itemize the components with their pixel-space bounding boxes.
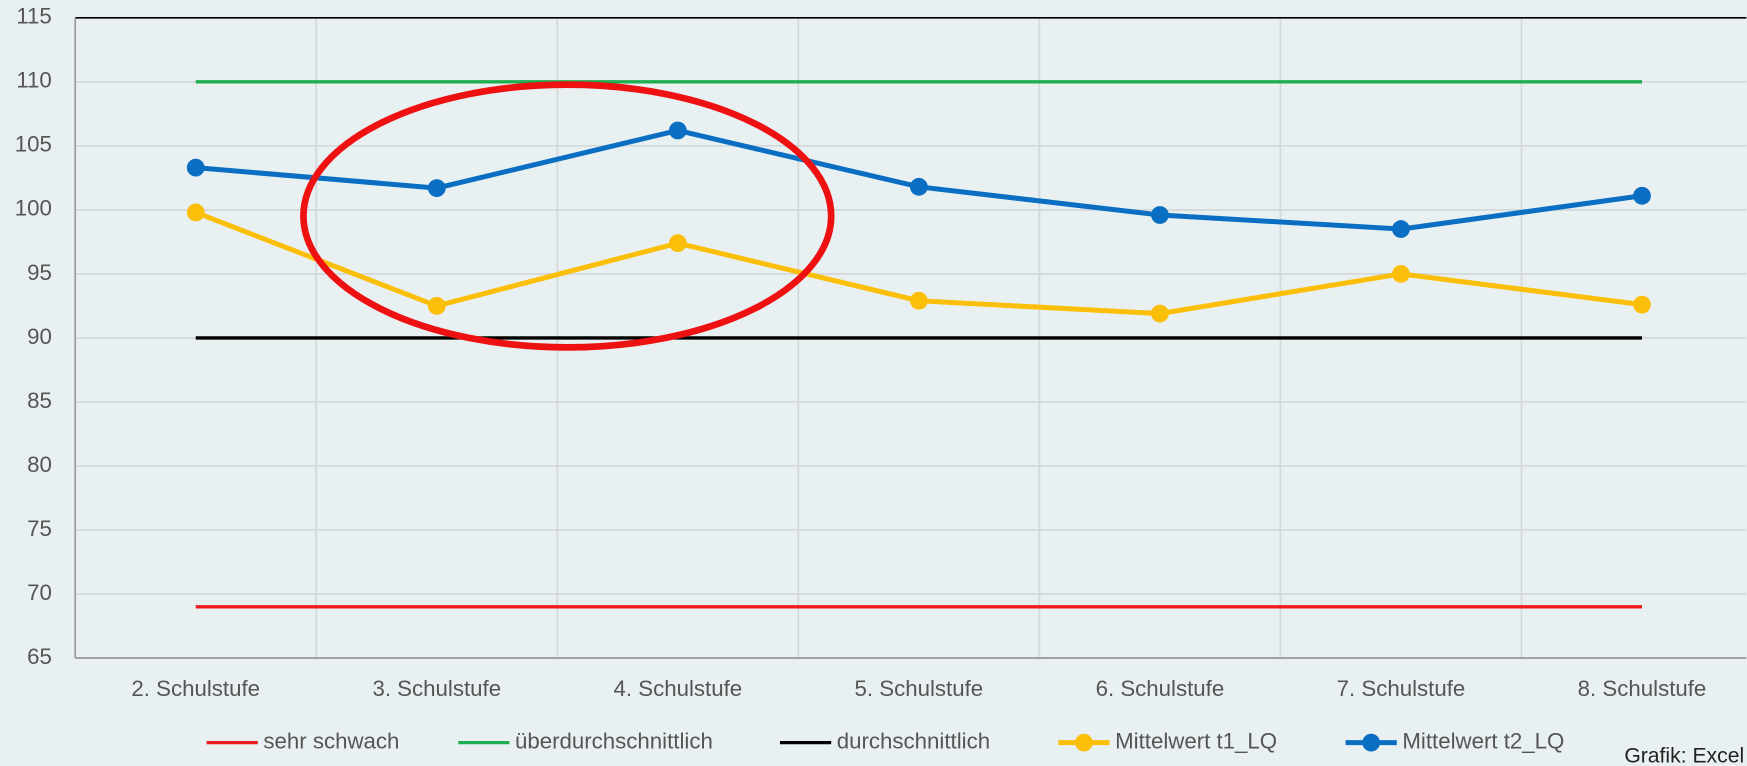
point	[186, 158, 205, 177]
point	[1151, 304, 1169, 323]
point	[668, 121, 687, 140]
point	[909, 177, 928, 196]
x-tick-label: 8. Schulstufe	[1578, 676, 1707, 701]
y-tick-label: 115	[16, 4, 51, 29]
source-note: Grafik: Excel	[1624, 745, 1744, 766]
point	[668, 234, 687, 253]
highlight-ellipse	[300, 81, 835, 351]
x-tick-label: 4. Schulstufe	[614, 676, 743, 701]
point	[1392, 264, 1410, 283]
x-tick-label: 6. Schulstufe	[1096, 676, 1225, 701]
legend-label: überdurchschnittlich	[515, 728, 713, 753]
x-tick-label: 3. Schulstufe	[372, 676, 501, 701]
legend-label: sehr schwach	[263, 728, 399, 753]
y-tick-label: 80	[27, 452, 52, 477]
point	[1633, 186, 1651, 205]
legend-marker	[1362, 733, 1381, 752]
plot	[186, 80, 1651, 609]
point	[427, 179, 446, 198]
y-tick-label: 65	[27, 644, 52, 669]
y-tick-label: 100	[15, 196, 52, 221]
x-tick-label: 2. Schulstufe	[131, 676, 260, 701]
y-tick-label: 70	[27, 580, 52, 605]
legend-marker	[1075, 733, 1093, 752]
point	[1633, 295, 1651, 314]
y-tick-label: 90	[27, 324, 52, 349]
x-tick-label: 7. Schulstufe	[1337, 676, 1466, 701]
y-tick-label: 95	[27, 260, 52, 285]
y-tick-label: 85	[27, 388, 52, 413]
point	[427, 296, 446, 315]
legend-label: Mittelwert t2_LQ	[1402, 728, 1564, 753]
legend-label: Mittelwert t1_LQ	[1115, 728, 1277, 753]
point	[186, 203, 205, 222]
y-tick-label: 105	[15, 132, 52, 157]
x-tick-label: 5. Schulstufe	[855, 676, 984, 701]
y-tick-label: 75	[27, 516, 52, 541]
point	[909, 291, 928, 310]
y-tick-label: 110	[16, 68, 51, 93]
labels: 65 70 75 80 85 90 95 100 105 110 115 2. Schulstufe 3…	[15, 4, 1707, 754]
point	[1392, 220, 1410, 238]
point	[1151, 206, 1169, 224]
legend-label: durchschnittlich	[837, 728, 990, 753]
